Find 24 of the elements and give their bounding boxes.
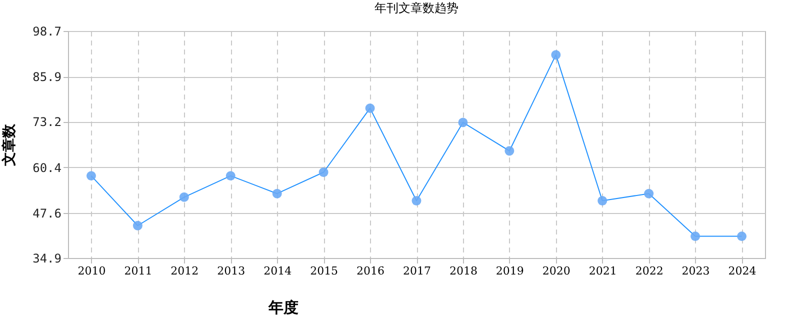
- y-tick-label: 60.4: [32, 160, 62, 175]
- x-tick-label: 2012: [170, 264, 199, 278]
- y-tick-label: 73.2: [32, 115, 62, 130]
- x-tick-label: 2013: [217, 264, 246, 278]
- x-tick-label: 2010: [78, 264, 106, 278]
- x-axis-title: 年度: [268, 298, 298, 316]
- x-tick-label: 2011: [124, 264, 152, 278]
- x-tick-label: 2024: [728, 264, 756, 278]
- x-tick-label: 2022: [635, 264, 664, 278]
- x-tick-label: 2017: [403, 264, 431, 278]
- y-tick-label: 85.9: [32, 70, 62, 84]
- x-tick-label: 2015: [310, 264, 338, 278]
- x-tick-label: 2020: [542, 264, 570, 278]
- x-tick-label: 2016: [356, 264, 385, 278]
- x-tick-label: 2014: [264, 264, 292, 278]
- x-tick-label: 2023: [682, 264, 710, 278]
- x-tick-label: 2018: [449, 264, 478, 278]
- chart-title: 年刊文章数趋势: [374, 1, 458, 15]
- y-tick-label: 47.6: [32, 206, 62, 220]
- y-axis-title: 文章数: [0, 123, 18, 167]
- y-tick-label: 98.7: [32, 24, 62, 38]
- y-tick-label: 34.9: [32, 252, 62, 266]
- x-tick-label: 2021: [588, 264, 617, 278]
- x-tick-label: 2019: [496, 264, 524, 278]
